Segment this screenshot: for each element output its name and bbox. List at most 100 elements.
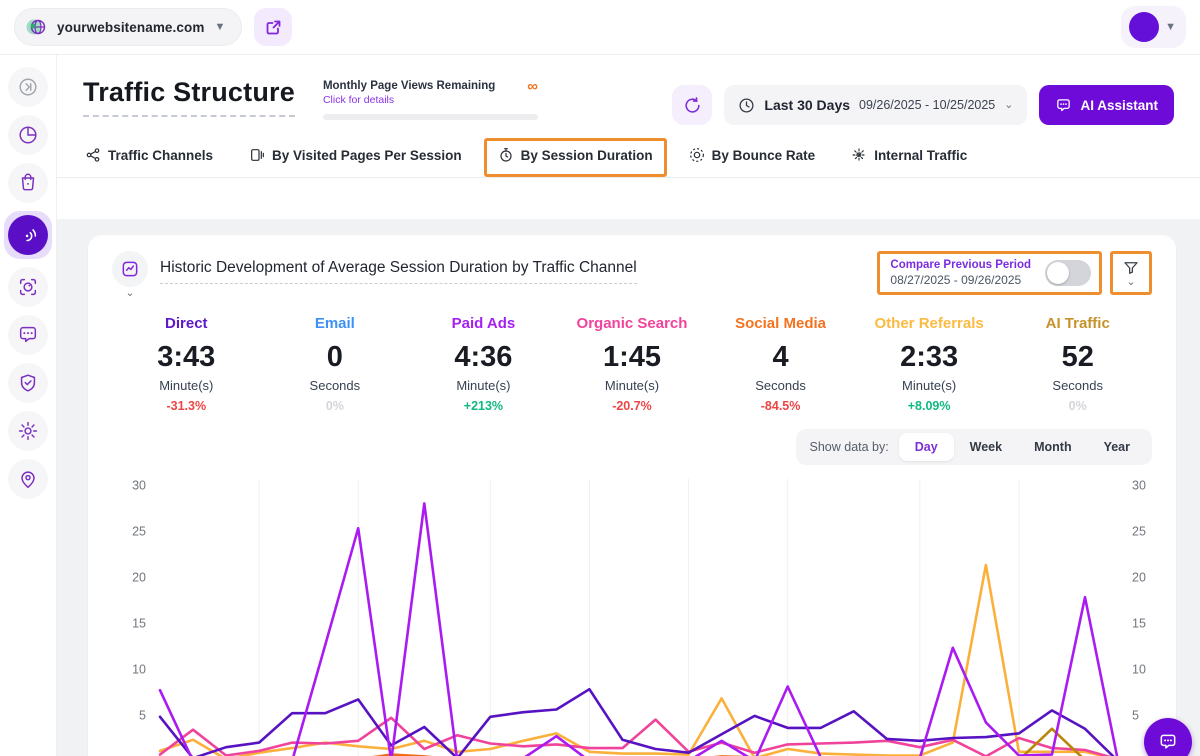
- stat-organic-search: Organic Search 1:45 Minute(s) -20.7%: [558, 315, 707, 413]
- tab-by-session-duration[interactable]: By Session Duration: [483, 138, 667, 177]
- granularity-year[interactable]: Year: [1103, 440, 1130, 454]
- content-area: ⌄ Historic Development of Average Sessio…: [57, 219, 1200, 756]
- stat-value: 3:43: [157, 341, 216, 373]
- sidebar-item-settings[interactable]: [8, 411, 48, 451]
- stat-change: -84.5%: [760, 399, 801, 413]
- chevron-down-icon: ⌄: [1126, 275, 1136, 288]
- tab-label: Internal Traffic: [874, 147, 968, 163]
- svg-text:5: 5: [1132, 709, 1139, 723]
- compare-previous-period: Compare Previous Period 08/27/2025 - 09/…: [877, 251, 1102, 295]
- sidebar-item-privacy[interactable]: [8, 363, 48, 403]
- stat-unit: Minute(s): [604, 378, 660, 393]
- arrow-right-circle-icon: [19, 78, 37, 96]
- stat-email: Email 0 Seconds 0%: [261, 315, 410, 413]
- page-header: Traffic Structure Monthly Page Views Rem…: [57, 55, 1200, 178]
- shopping-bag-icon: [21, 173, 35, 191]
- external-link-icon: [265, 19, 282, 36]
- page-views-quota[interactable]: Monthly Page Views Remaining Click for d…: [322, 77, 538, 121]
- stat-ai-traffic: AI Traffic 52 Seconds 0%: [1003, 315, 1152, 413]
- tab-label: By Session Duration: [520, 147, 653, 163]
- quota-details-link[interactable]: Click for details: [322, 94, 395, 107]
- stat-paid-ads: Paid Ads 4:36 Minute(s) +213%: [409, 315, 558, 413]
- target-icon: [689, 147, 705, 163]
- chevron-down-icon: ▼: [214, 20, 226, 33]
- sidebar-collapse-button[interactable]: [8, 67, 48, 107]
- stat-channel: Direct: [165, 315, 208, 332]
- filter-button[interactable]: ⌄: [1110, 251, 1152, 295]
- stat-value: 1:45: [602, 341, 662, 373]
- sidebar-item-overview[interactable]: [8, 115, 48, 155]
- toggle-knob: [1047, 262, 1069, 284]
- ai-assistant-button[interactable]: AI Assistant: [1039, 85, 1174, 125]
- map-pin-icon: [21, 471, 35, 488]
- svg-text:20: 20: [1132, 571, 1146, 585]
- svg-text:30: 30: [132, 479, 146, 493]
- date-range-value: 09/26/2025 - 10/25/2025: [859, 98, 996, 112]
- stat-direct: Direct 3:43 Minute(s) -31.3%: [112, 315, 261, 413]
- svg-text:5: 5: [139, 709, 146, 723]
- sidebar-item-ecommerce[interactable]: [8, 163, 48, 203]
- granularity-month[interactable]: Month: [1034, 440, 1072, 454]
- open-website-button[interactable]: [254, 8, 293, 46]
- filter-funnel-icon: [1124, 261, 1138, 274]
- stat-social-media: Social Media 4 Seconds -84.5%: [706, 315, 855, 413]
- show-data-by-control: Show data by: Day Week Month Year: [795, 429, 1152, 465]
- tab-traffic-channels[interactable]: Traffic Channels: [85, 147, 213, 177]
- stat-unit: Seconds: [755, 378, 806, 393]
- stat-unit: Seconds: [1052, 378, 1103, 393]
- share-nodes-icon: [85, 147, 101, 163]
- sidebar-item-traffic-active[interactable]: [4, 211, 52, 259]
- website-name: yourwebsitename.com: [57, 19, 205, 35]
- tab-by-visited-pages[interactable]: By Visited Pages Per Session: [249, 147, 462, 177]
- stat-channel: AI Traffic: [1045, 315, 1110, 332]
- stat-change: +8.09%: [907, 399, 951, 413]
- tab-label: Traffic Channels: [108, 147, 214, 163]
- refresh-button[interactable]: [672, 85, 713, 125]
- svg-text:15: 15: [1132, 617, 1146, 631]
- date-range-picker[interactable]: Last 30 Days 09/26/2025 - 10/25/2025 ⌄: [724, 85, 1028, 125]
- quota-progress-bar: [322, 114, 538, 121]
- stat-change: -31.3%: [166, 399, 207, 413]
- granularity-week[interactable]: Week: [969, 440, 1003, 454]
- stopwatch-icon: [498, 147, 514, 163]
- stat-unit: Minute(s): [456, 378, 511, 393]
- stat-value: 0: [326, 341, 343, 373]
- granularity-day[interactable]: Day: [898, 433, 954, 461]
- profile-menu[interactable]: ▼: [1121, 6, 1186, 48]
- chevron-down-icon: ⌄: [125, 287, 135, 299]
- stat-change: 0%: [325, 399, 344, 413]
- support-chat-button[interactable]: [1144, 718, 1192, 756]
- stat-value: 52: [1061, 341, 1094, 373]
- compare-label: Compare Previous Period: [890, 259, 1031, 271]
- tab-bar: Traffic Channels By Visited Pages Per Se…: [83, 138, 1174, 177]
- svg-text:0: 0: [1132, 755, 1139, 756]
- date-range-label: Last 30 Days: [764, 97, 851, 113]
- stat-channel: Email: [314, 315, 355, 332]
- sidebar-item-feedback[interactable]: [8, 315, 48, 355]
- lens-scan-icon: [19, 278, 37, 296]
- globe-icon: [25, 16, 47, 38]
- compare-toggle[interactable]: [1045, 260, 1091, 286]
- stat-unit: Seconds: [309, 378, 361, 393]
- sidebar-item-sessions[interactable]: [8, 267, 48, 307]
- stat-change: +213%: [463, 399, 504, 413]
- tab-internal-traffic[interactable]: Internal Traffic: [851, 147, 967, 177]
- pages-icon: [249, 147, 265, 163]
- shield-check-icon: [20, 374, 36, 392]
- pie-chart-icon: [19, 126, 37, 144]
- sidebar: [0, 55, 57, 756]
- svg-text:0: 0: [139, 755, 146, 756]
- compare-range: 08/27/2025 - 09/26/2025: [890, 273, 1022, 287]
- sidebar-item-locations[interactable]: [8, 459, 48, 499]
- tab-by-bounce-rate[interactable]: By Bounce Rate: [689, 147, 816, 177]
- refresh-icon: [685, 96, 700, 113]
- stat-value: 4:36: [454, 341, 513, 373]
- chat-bubble-icon: [1160, 734, 1176, 749]
- chart-card: ⌄ Historic Development of Average Sessio…: [88, 235, 1176, 756]
- chart-type-selector[interactable]: ⌄: [112, 251, 148, 299]
- stat-channel: Other Referrals: [874, 315, 984, 332]
- tab-label: By Bounce Rate: [711, 147, 816, 163]
- stat-other-referrals: Other Referrals 2:33 Minute(s) +8.09%: [855, 315, 1004, 413]
- website-selector[interactable]: yourwebsitename.com ▼: [14, 8, 243, 46]
- svg-text:20: 20: [132, 571, 146, 585]
